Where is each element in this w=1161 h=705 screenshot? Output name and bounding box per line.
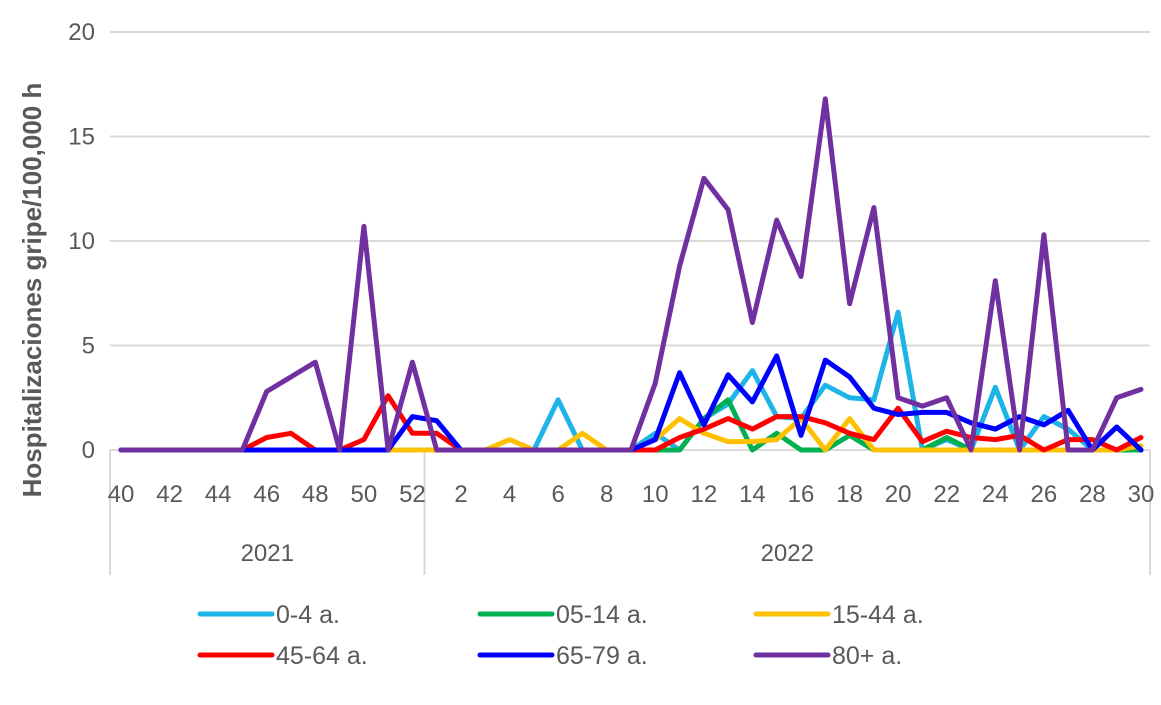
x-tick-label: 28: [1079, 481, 1106, 508]
x-tick-label: 24: [982, 481, 1009, 508]
y-tick-label: 10: [68, 228, 95, 255]
y-axis-ticks: 0 5 10 15 20: [68, 19, 95, 464]
legend-label: 65-79 a.: [556, 642, 648, 670]
x-tick-label: 48: [302, 481, 329, 508]
x-tick-label: 10: [642, 481, 669, 508]
legend: 0-4 a. 05-14 a. 15-44 a. 45-64 a. 65-79 a. 80…: [197, 601, 924, 670]
x-tick-label: 44: [205, 481, 232, 508]
year-label: 2022: [761, 540, 814, 567]
x-tick-label: 2: [454, 481, 467, 508]
x-tick-label: 46: [253, 481, 280, 508]
x-tick-label: 4: [503, 481, 516, 508]
series-line-5: [118, 96, 1144, 453]
year-label: 2021: [241, 540, 294, 567]
x-tick-label: 16: [788, 481, 815, 508]
y-tick-label: 15: [68, 124, 95, 151]
x-tick-label: 22: [933, 481, 960, 508]
x-tick-label: 26: [1031, 481, 1058, 508]
legend-label: 45-64 a.: [276, 642, 368, 670]
legend-label: 05-14 a.: [556, 601, 648, 629]
x-tick-label: 20: [885, 481, 912, 508]
x-tick-label: 8: [600, 481, 613, 508]
y-axis-label: Hospitalizaciones gripe/100,000 h: [17, 83, 47, 498]
gridlines: [110, 31, 1150, 347]
x-tick-label: 50: [351, 481, 378, 508]
x-tick-label: 18: [836, 481, 863, 508]
x-axis: 40 42 44 46 48 50 52 2 4 6 8 10 12 14 16 18 20 22 24 26 28 30…: [108, 449, 1155, 575]
x-tick-label: 14: [739, 481, 766, 508]
x-tick-label: 52: [399, 481, 426, 508]
series-lines: [118, 96, 1144, 453]
x-tick-label: 30: [1128, 481, 1155, 508]
x-tick-label: 40: [108, 481, 135, 508]
x-tick-label: 6: [551, 481, 564, 508]
y-tick-label: 5: [82, 333, 95, 360]
legend-label: 0-4 a.: [276, 601, 340, 629]
x-tick-label: 42: [156, 481, 183, 508]
y-tick-label: 0: [82, 437, 95, 464]
x-tick-label: 12: [691, 481, 718, 508]
y-tick-label: 20: [68, 19, 95, 46]
legend-label: 15-44 a.: [832, 601, 924, 629]
legend-label: 80+ a.: [832, 642, 902, 670]
